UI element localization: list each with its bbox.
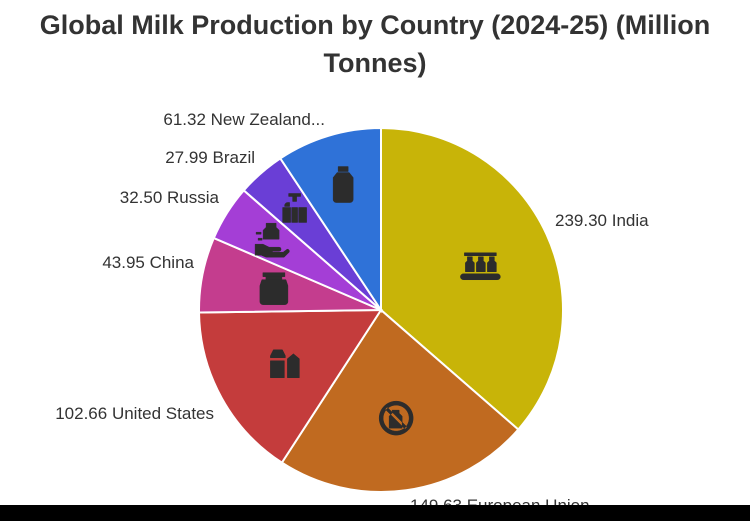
milk-bottles-conveyor-icon [460,252,501,281]
pie-slice-european-union[interactable] [280,308,520,493]
slice-label-india: 239.30 India [555,211,649,230]
chart-title-line-1: Global Milk Production by Country (2024-… [39,10,711,40]
pie-slice-united-states[interactable] [198,308,383,465]
bottom-bar [0,505,750,521]
milk-bottle-icon [332,166,354,203]
pie-slice-new-zealand[interactable] [278,126,382,314]
slice-label-russia: 32.50 Russia [120,188,220,207]
milking-hand-icon [254,222,290,258]
chart-title: Global Milk Production by Country (2024-… [0,6,750,82]
slice-label-new-zealand: 61.32 New Zealand... [163,110,325,129]
milk-dispenser-icon [282,193,307,223]
slice-label-united-states: 102.66 United States [55,404,214,423]
icons-layer [254,166,501,436]
slices-layer [198,126,564,493]
milk-cartons-icon [270,349,300,379]
chart-title-line-2: Tonnes) [323,48,427,78]
milk-churn-icon [259,272,289,305]
no-milk-icon [378,400,414,436]
slice-label-china: 43.95 China [102,253,194,272]
slice-label-brazil: 27.99 Brazil [165,148,255,167]
